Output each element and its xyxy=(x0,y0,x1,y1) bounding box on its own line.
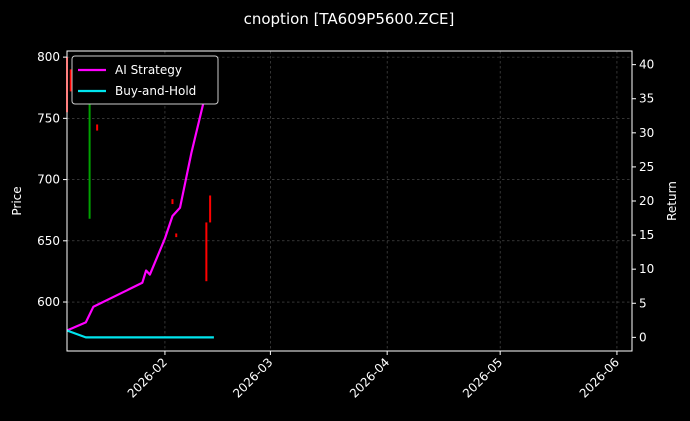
y-tick-label-left: 700 xyxy=(37,173,60,187)
y-tick-label-left: 750 xyxy=(37,111,60,125)
candle xyxy=(209,195,212,223)
series-line-ai-strategy xyxy=(66,58,215,332)
legend: AI Strategy Buy-and-Hold xyxy=(71,55,219,105)
series-lines xyxy=(66,58,215,339)
y-tick-label-right: 30 xyxy=(639,126,654,140)
candle xyxy=(96,124,99,131)
legend-box xyxy=(71,55,219,105)
y-axis-label-right: Return xyxy=(665,181,679,221)
y-tick-label-left: 600 xyxy=(37,295,60,309)
y-tick-label-right: 25 xyxy=(639,160,654,174)
y-tick-label-right: 35 xyxy=(639,92,654,106)
y-axis-label-left: Price xyxy=(10,186,24,215)
series-line-buy-and-hold xyxy=(66,329,214,339)
legend-label: Buy-and-Hold xyxy=(115,84,196,98)
y-tick-label-right: 10 xyxy=(639,262,654,276)
y-tick-label-right: 5 xyxy=(639,296,647,310)
candle xyxy=(205,222,208,282)
y-tick-label-right: 15 xyxy=(639,228,654,242)
candle xyxy=(171,199,174,205)
grid xyxy=(67,51,632,351)
candle xyxy=(88,87,91,219)
left-axis: 600 650 700 750 800 xyxy=(37,50,67,309)
candle xyxy=(175,233,178,238)
y-tick-label-left: 800 xyxy=(37,50,60,64)
y-tick-label-right: 20 xyxy=(639,194,654,208)
y-tick-label-right: 40 xyxy=(639,58,654,72)
y-tick-label-right: 0 xyxy=(639,330,647,344)
right-axis: 0 5 10 15 20 25 30 35 40 xyxy=(632,58,654,344)
legend-label: AI Strategy xyxy=(115,63,182,77)
chart-title: cnoption [TA609P5600.ZCE] xyxy=(244,10,455,28)
y-tick-label-left: 650 xyxy=(37,234,60,248)
candle xyxy=(69,69,72,92)
